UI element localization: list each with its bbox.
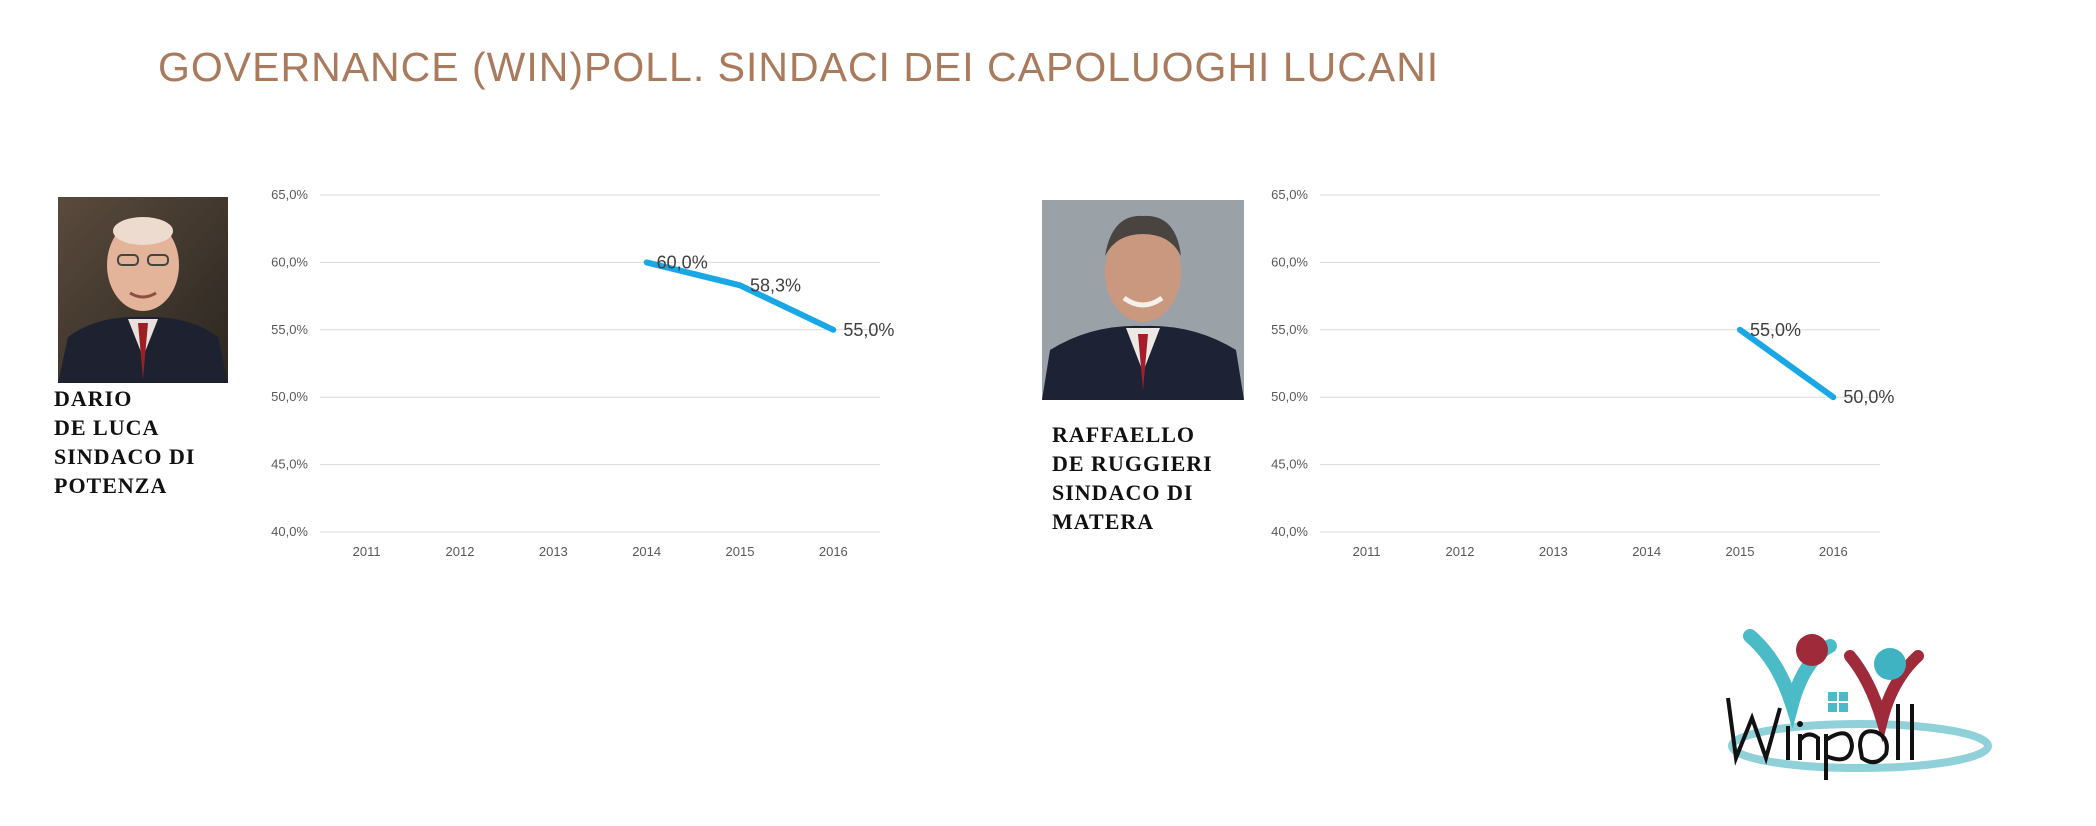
y-tick-label: 65,0% [271, 187, 308, 202]
caption-line: SINDACO DI [54, 444, 196, 469]
data-label: 50,0% [1843, 387, 1894, 407]
caption-line: RAFFAELLO [1052, 422, 1196, 447]
data-label: 60,0% [657, 252, 708, 272]
x-tick-label: 2011 [1353, 544, 1381, 559]
y-tick-label: 45,0% [271, 457, 308, 472]
caption-line: DE LUCA [54, 415, 160, 440]
data-label: 55,0% [843, 320, 894, 340]
caption-line: DARIO [54, 386, 133, 411]
data-label: 58,3% [750, 275, 801, 295]
x-tick-label: 2011 [353, 544, 381, 559]
chart-svg: 40,0% 45,0% 50,0% 55,0% 60,0% 65,0% 2011 2012 20… [271, 187, 894, 559]
winpoll-logo [1700, 620, 2000, 790]
x-tick-label: 2015 [726, 544, 755, 559]
x-tick-label: 2014 [632, 544, 661, 559]
series-line [1737, 326, 1837, 401]
approval-chart-potenza: 40,0% 45,0% 50,0% 55,0% 60,0% 65,0% 2011 2012 20… [250, 180, 910, 580]
caption-line: DE RUGGIERI [1052, 451, 1213, 476]
y-tick-label: 50,0% [1271, 389, 1308, 404]
y-tick-label: 65,0% [1271, 187, 1308, 202]
caption-line: SINDACO DI [1052, 480, 1194, 505]
caption-line: MATERA [1052, 509, 1155, 534]
series-line [643, 259, 837, 333]
mayor-photo-matera [1042, 200, 1244, 400]
x-tick-label: 2016 [819, 544, 848, 559]
x-tick-label: 2015 [1726, 544, 1755, 559]
chart-svg: 40,0% 45,0% 50,0% 55,0% 60,0% 65,0% 2011 2012 20… [1271, 187, 1894, 559]
x-tick-label: 2016 [1819, 544, 1848, 559]
mayor-photo-potenza [58, 197, 228, 383]
approval-chart-matera: 40,0% 45,0% 50,0% 55,0% 60,0% 65,0% 2011 2012 20… [1250, 180, 1910, 580]
x-tick-label: 2012 [446, 544, 475, 559]
y-tick-label: 40,0% [271, 524, 308, 539]
x-tick-label: 2013 [539, 544, 568, 559]
y-tick-label: 60,0% [1271, 254, 1308, 269]
y-tick-label: 55,0% [271, 322, 308, 337]
caption-line: POTENZA [54, 473, 168, 498]
y-tick-label: 50,0% [271, 389, 308, 404]
data-label: 55,0% [1750, 320, 1801, 340]
y-tick-label: 60,0% [271, 254, 308, 269]
y-tick-label: 40,0% [1271, 524, 1308, 539]
x-tick-label: 2012 [1446, 544, 1475, 559]
mayor-caption-matera: RAFFAELLO DE RUGGIERI SINDACO DI MATERA [1052, 420, 1213, 536]
y-tick-label: 55,0% [1271, 322, 1308, 337]
x-tick-label: 2013 [1539, 544, 1568, 559]
y-tick-label: 45,0% [1271, 457, 1308, 472]
x-tick-label: 2014 [1632, 544, 1661, 559]
page-title: GOVERNANCE (WIN)POLL. SINDACI DEI CAPOLU… [158, 44, 1440, 90]
mayor-caption-potenza: DARIO DE LUCA SINDACO DI POTENZA [54, 384, 195, 500]
